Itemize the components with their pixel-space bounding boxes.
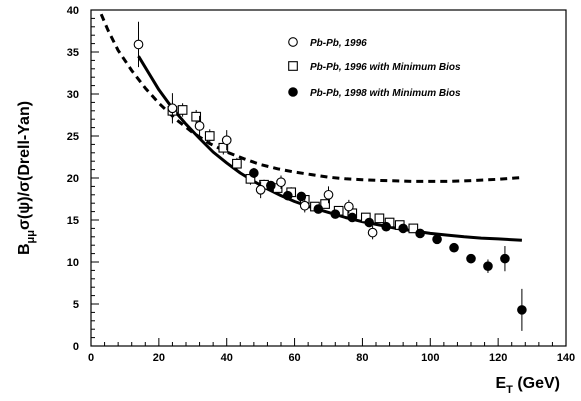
legend-label-0: Pb-Pb, 1996	[310, 38, 367, 49]
x-tick-label: 60	[288, 352, 300, 364]
y-tick-label: 40	[67, 5, 79, 17]
legend-marker-filled-circle	[288, 87, 298, 97]
y-tick-label: 35	[67, 47, 79, 59]
x-tick-label: 100	[421, 352, 439, 364]
data-point-filled-circle-8	[381, 221, 391, 232]
axes-layer: 0 20 40 60 80 100 120 140 0 5 10 15 20 25 30 35 40	[67, 5, 575, 364]
data-point-open-circle-4	[255, 184, 266, 195]
y-tick-label: 10	[67, 257, 79, 269]
y-tick-label: 30	[67, 89, 79, 101]
x-tick-label: 20	[153, 352, 165, 364]
data-point-open-circle-9	[367, 227, 378, 238]
y-axis-title-sub: μμ	[25, 230, 37, 243]
legend-marker-open-circle	[288, 37, 298, 47]
data-point-open-circle-0	[133, 39, 144, 50]
y-tick-label: 0	[73, 341, 79, 353]
data-point-filled-circle-15	[500, 253, 510, 264]
y-tick-label: 20	[67, 173, 79, 185]
data-point-open-circle-2	[194, 121, 205, 131]
data-point-filled-circle-5	[330, 209, 341, 219]
data-point-open-square-2	[191, 111, 202, 122]
data-point-filled-circle-10	[415, 228, 425, 239]
y-axis-title-rest: σ(ψ)/σ(Drell-Yan)	[16, 101, 33, 230]
x-tick-label: 120	[489, 352, 507, 364]
data-point-open-circle-7	[323, 189, 334, 200]
y-tick-label: 25	[67, 131, 79, 143]
data-point-open-circle-3	[221, 135, 232, 146]
data-point-open-square-16	[374, 213, 385, 224]
data-point-filled-circle-16	[517, 305, 527, 315]
data-point-filled-circle-7	[364, 217, 375, 228]
data-point-filled-circle-11	[432, 234, 442, 245]
data-point-open-square-3	[204, 131, 215, 141]
y-tick-label: 15	[67, 215, 79, 227]
y-axis-title: Bμμσ(ψ)/σ(Drell-Yan)	[16, 101, 37, 255]
data-point-open-circle-5	[276, 177, 286, 188]
data-point-open-circle-8	[344, 201, 354, 212]
points-layer	[133, 21, 527, 331]
data-point-filled-circle-12	[449, 242, 459, 253]
x-tick-label: 40	[221, 352, 233, 364]
data-point-filled-circle-9	[398, 223, 408, 234]
data-point-filled-circle-13	[466, 253, 476, 264]
legend-label-1: Pb-Pb, 1996 with Minimum Bios	[310, 62, 461, 73]
data-point-open-square-12	[320, 199, 330, 209]
x-axis-title-main: E	[495, 375, 506, 392]
data-point-open-square-1	[177, 105, 188, 115]
x-tick-label: 80	[356, 352, 368, 364]
x-axis-title-sub: T	[506, 384, 513, 396]
legend-marker-open-square	[288, 61, 298, 71]
data-point-filled-circle-2	[282, 190, 293, 201]
solid-curve	[137, 55, 522, 242]
data-point-filled-circle-4	[313, 204, 324, 214]
axis-titles: ET (GeV) Bμμσ(ψ)/σ(Drell-Yan)	[16, 101, 560, 396]
y-tick-label: 5	[73, 299, 79, 311]
data-point-filled-circle-6	[347, 212, 358, 223]
y-axis-title-b: B	[16, 243, 33, 255]
data-point-filled-circle-1	[266, 180, 276, 191]
dashed-curve	[99, 13, 522, 183]
data-point-open-square-19	[408, 223, 419, 234]
legend: Pb-Pb, 1996 Pb-Pb, 1996 with Minimum Bios…	[288, 37, 461, 99]
data-point-filled-circle-14	[483, 261, 493, 272]
data-point-open-circle-1	[167, 103, 178, 114]
legend-label-2: Pb-Pb, 1998 with Minimum Bios	[310, 88, 461, 99]
data-point-filled-circle-3	[296, 191, 307, 202]
x-tick-label: 0	[88, 352, 94, 364]
x-axis-title-rest: (GeV)	[513, 375, 560, 392]
x-tick-label: 140	[557, 352, 575, 364]
data-point-open-circle-6	[299, 200, 310, 211]
data-point-filled-circle-0	[249, 168, 259, 178]
x-axis-title: ET (GeV)	[495, 375, 560, 396]
data-point-open-square-5	[232, 158, 242, 169]
